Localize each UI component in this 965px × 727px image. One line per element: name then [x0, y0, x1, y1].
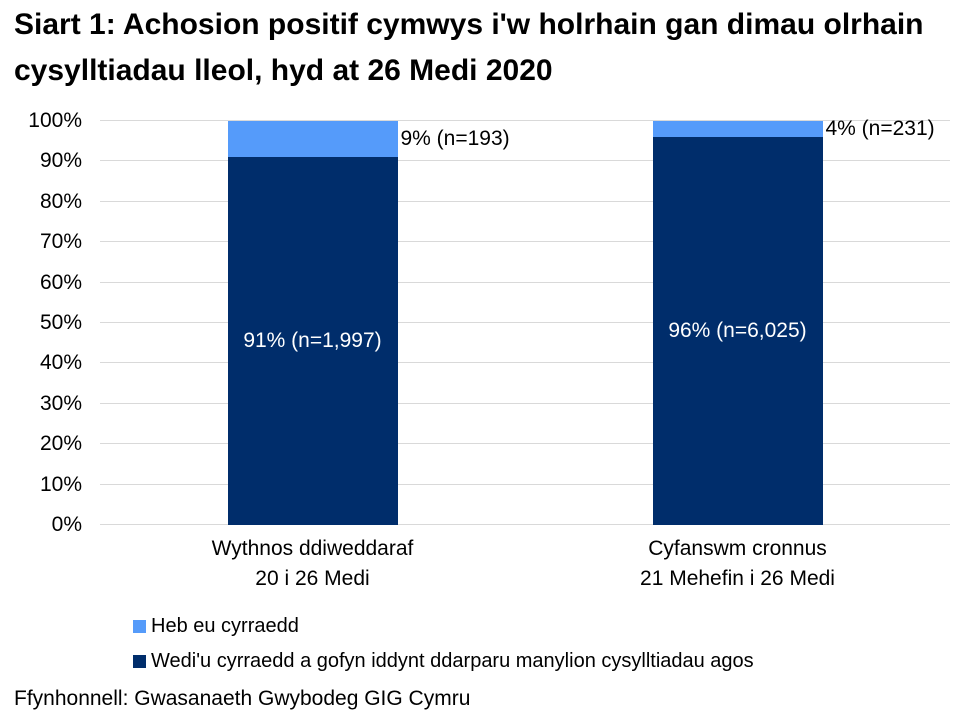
legend: Heb eu cyrraedd Wedi'u cyrraedd a gofyn i… — [133, 613, 754, 683]
segment-reached: 91% (n=1,997) — [227, 157, 398, 525]
bar-category-1: 91% (n=1,997) 9% (n=193) — [227, 121, 510, 525]
bar-category-2: 96% (n=6,025) 4% (n=231) — [652, 117, 935, 525]
x-axis-label: Cyfanswm cronnus 21 Mehefin i 26 Medi — [525, 534, 950, 594]
y-axis-tick-label: 50% — [39, 311, 82, 334]
y-axis-tick-label: 80% — [39, 189, 82, 213]
x-axis-label: Wythnos ddiweddaraf 20 i 26 Medi — [100, 534, 525, 594]
gridline — [100, 483, 950, 485]
y-axis-tick-label: 60% — [39, 270, 82, 294]
data-label-reached: 96% (n=6,025) — [668, 319, 807, 343]
legend-item-1: Heb eu cyrraedd — [133, 613, 754, 639]
y-axis-tick-label: 30% — [39, 391, 82, 415]
gridline — [100, 281, 950, 283]
y-axis-tick-label: 70% — [39, 230, 82, 254]
gridline — [100, 241, 950, 243]
y-axis: 0% 10% 20% 30% 40% 50% 60% 70% 80% 90% 100% — [0, 109, 82, 536]
y-axis-tick-label: 90% — [39, 149, 82, 173]
segment-not-reached: 4% (n=231) — [652, 117, 935, 140]
y-axis-tick-label: 40% — [39, 351, 82, 375]
data-label-reached: 91% (n=1,997) — [243, 329, 382, 353]
y-axis-tick-label: 0% — [51, 513, 82, 536]
x-axis-label-line2: 20 i 26 Medi — [255, 567, 370, 590]
gridline — [100, 120, 950, 121]
legend-label: Heb eu cyrraedd — [151, 614, 299, 637]
y-axis-tick-label: 100% — [28, 109, 82, 132]
gridline — [100, 362, 950, 364]
legend-swatch-icon — [133, 654, 146, 668]
legend-label: Wedi'u cyrraedd a gofyn iddynt ddarparu … — [151, 649, 754, 672]
legend-item-2: Wedi'u cyrraedd a gofyn iddynt ddarparu … — [133, 648, 754, 674]
data-label-not-reached: 4% (n=231) — [825, 117, 935, 141]
x-axis-label-line1: Cyfanswm cronnus — [648, 537, 827, 560]
gridline — [100, 524, 950, 525]
gridline — [100, 200, 950, 202]
gridline — [100, 402, 950, 404]
source-note: Ffynhonnell: Gwasanaeth Gwybodeg GIG Cym… — [14, 687, 471, 710]
y-axis-tick-label: 20% — [39, 432, 82, 456]
segment-reached: 96% (n=6,025) — [652, 137, 823, 525]
chart-title: Siart 1: Achosion positif cymwys i'w hol… — [14, 8, 924, 87]
data-label-not-reached: 9% (n=193) — [400, 127, 510, 151]
x-axis-label-line2: 21 Mehefin i 26 Medi — [640, 567, 835, 590]
gridline — [100, 443, 950, 445]
gridline — [100, 322, 950, 323]
x-axis-label-line1: Wythnos ddiweddaraf — [211, 537, 414, 560]
gridline — [100, 160, 950, 162]
y-axis-tick-label: 10% — [39, 472, 82, 496]
plot-area: 91% (n=1,997) 9% (n=193) 96% (n=6,025) 4% (… — [100, 117, 950, 525]
segment-not-reached: 9% (n=193) — [227, 121, 510, 158]
legend-swatch-icon — [133, 619, 146, 633]
